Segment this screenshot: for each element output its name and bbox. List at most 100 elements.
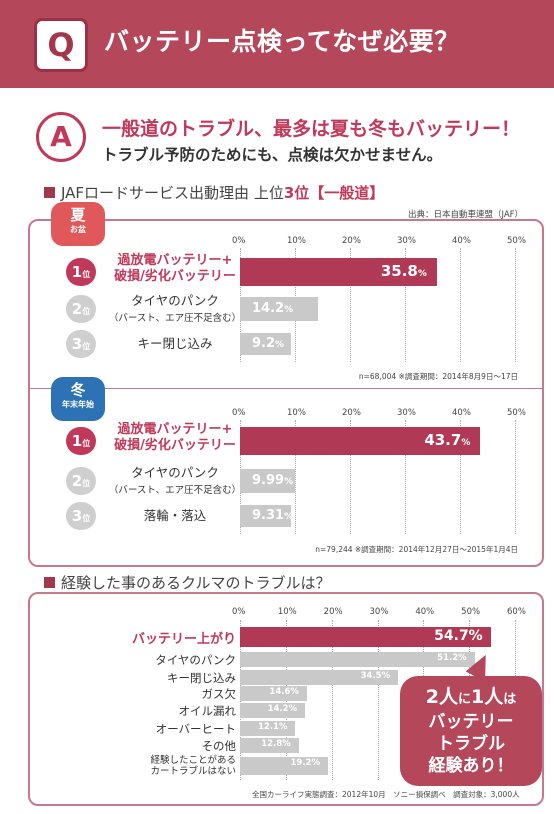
row-label: タイヤのパンク （バースト、エア圧不足含む） <box>108 465 242 496</box>
data-bar <box>240 333 291 355</box>
winter-label: 冬 <box>70 381 86 399</box>
section1-title: JAFロードサービス出動理由 上位3位【一般道】 <box>44 182 384 203</box>
winter-badge: 冬 年末年始 <box>51 377 105 421</box>
rank-number: 1 <box>71 432 83 450</box>
section1-title-rank: 3位 <box>283 184 310 202</box>
axis-tick-label: 60% <box>507 607 526 617</box>
bar-value-label: 34.5% <box>360 671 391 681</box>
question-title: バッテリー点検ってなぜ必要？ <box>104 27 460 56</box>
data-bar <box>240 469 295 493</box>
callout-line3: トラブル <box>437 734 505 754</box>
data-bar <box>240 686 307 701</box>
grid-line <box>350 420 351 534</box>
callout-one-person: 1人 <box>471 686 504 708</box>
rank-badge: 1位 <box>66 427 96 455</box>
rank-unit: 位 <box>82 439 91 448</box>
row-label: その他 <box>201 739 237 753</box>
row-label: タイヤのパンク <box>155 653 236 667</box>
bar-value-unit: % <box>417 269 427 279</box>
rank-number: 2 <box>71 472 83 490</box>
axis-tick-label: 50% <box>507 236 526 246</box>
axis-tick-label: 50% <box>507 408 526 418</box>
axis-tick-label: 40% <box>452 408 471 418</box>
grid-line <box>460 420 461 534</box>
grid-line <box>515 420 516 534</box>
bar-value-unit: % <box>284 305 294 315</box>
bar-value-label: 54.7% <box>434 628 483 644</box>
rank-unit: 位 <box>82 270 91 279</box>
grid-line <box>460 248 461 362</box>
bar-value-label: 14.2% <box>252 301 294 316</box>
section2-title: 経験した事のあるクルマのトラブルは？ <box>44 572 331 593</box>
bar-value-label: 9.99% <box>252 473 294 488</box>
rank-number: 3 <box>71 507 83 525</box>
row-sub-label: （バースト、エア圧不足含む） <box>108 313 242 324</box>
axis-tick-label: 0% <box>232 408 246 418</box>
bar-value-label: 43.7% <box>424 431 471 449</box>
rank-badge: 2位 <box>66 295 96 323</box>
row-label: キー閉じ込み <box>167 671 236 685</box>
answer-mark-circle: A <box>36 112 86 162</box>
summer-sub-label: お盆 <box>70 225 86 234</box>
axis-tick-label: 30% <box>369 607 389 617</box>
grid-line <box>515 248 516 362</box>
row-label: 過放電バッテリー+ 破損/劣化バッテリー <box>114 253 236 284</box>
section-square-icon <box>44 577 55 588</box>
rank-number: 3 <box>71 335 83 353</box>
section2-title-text: 経験した事のあるクルマのトラブルは？ <box>61 574 331 592</box>
rank-badge: 1位 <box>66 258 96 286</box>
season-divider <box>30 388 542 389</box>
callout-ni: に <box>457 692 471 707</box>
data-bar <box>240 258 437 286</box>
summer-label: 夏 <box>70 206 86 224</box>
axis-tick-label: 40% <box>415 607 435 617</box>
row-label: バッテリー上がり <box>131 632 236 647</box>
bar-value-label: 9.31% <box>252 508 294 523</box>
experience-chart-panel <box>28 592 544 806</box>
data-bar <box>240 297 319 321</box>
grid-line <box>405 248 406 362</box>
bar-value-label: 9.2% <box>252 336 285 351</box>
rank-badge: 3位 <box>66 502 96 530</box>
rank-number: 2 <box>71 300 83 318</box>
row-label: オイル漏れ <box>178 704 237 718</box>
rank-number: 1 <box>71 263 83 281</box>
bar-value-label: 14.2% <box>267 704 298 714</box>
callout-two-people: 2人 <box>425 686 458 708</box>
bar-value-label: 35.8% <box>380 262 427 280</box>
section1-title-tag: 【一般道】 <box>309 184 385 202</box>
axis-tick-label: 20% <box>342 236 361 246</box>
survey-note: 全国カーライフ実態調査：2012年10月 ソニー損保調べ 調査対象：3,000人 <box>252 790 520 799</box>
row-label: タイヤのパンク （バースト、エア圧不足含む） <box>108 293 242 324</box>
row-label: キー閉じ込み <box>137 336 213 351</box>
row-label: ガス欠 <box>201 687 237 701</box>
bar-value-label: 12.8% <box>261 739 291 749</box>
axis-tick-label: 40% <box>452 236 471 246</box>
rank-unit: 位 <box>82 514 91 523</box>
row-label: 経験したことがある カートラブルはない <box>150 755 236 777</box>
axis-tick-label: 20% <box>342 408 361 418</box>
rank-unit: 位 <box>82 479 91 488</box>
bar-value-unit: % <box>284 512 294 522</box>
axis-tick-label: 0% <box>232 236 246 246</box>
row-label: 落輪・落込 <box>143 508 207 523</box>
source-credit: 出典：日本自動車連盟（JAF） <box>408 210 524 220</box>
survey-note: n=68,004 ※調査期間：2014年8月9日〜17日 <box>358 372 518 381</box>
rank-badge: 2位 <box>66 467 96 495</box>
axis-tick-label: 10% <box>287 408 306 418</box>
axis-tick-label: 10% <box>287 236 306 246</box>
section1-title-prefix: JAFロードサービス出動理由 上位 <box>61 184 284 202</box>
survey-note: n=79,244 ※調査期間：2014年12月27日〜2015年1月4日 <box>315 545 518 554</box>
bar-value-label: 19.2% <box>290 758 321 768</box>
callout-line1: 2人に1人は <box>400 686 542 711</box>
callout-line4: 経験あり！ <box>428 756 514 776</box>
rank-badge: 3位 <box>66 330 96 358</box>
bar-value-label: 12.1% <box>257 722 288 732</box>
axis-tick-label: 10% <box>277 607 297 617</box>
callout-bubble: 2人に1人は バッテリー トラブル 経験あり！ <box>400 676 542 786</box>
axis-tick-label: 30% <box>397 408 416 418</box>
rank-unit: 位 <box>82 307 91 316</box>
bar-value-label: 14.6% <box>269 687 299 697</box>
grid-line <box>331 620 333 780</box>
data-bar <box>240 427 481 455</box>
